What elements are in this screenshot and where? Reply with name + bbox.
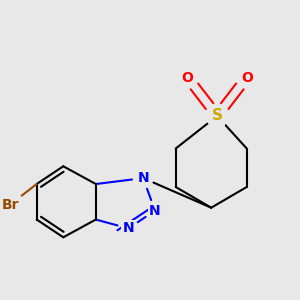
Text: Br: Br bbox=[1, 198, 19, 212]
Text: O: O bbox=[241, 70, 253, 85]
Text: N: N bbox=[149, 204, 161, 218]
Text: N: N bbox=[123, 221, 134, 236]
Text: S: S bbox=[212, 109, 223, 124]
Text: N: N bbox=[137, 171, 149, 185]
Text: O: O bbox=[182, 70, 194, 85]
